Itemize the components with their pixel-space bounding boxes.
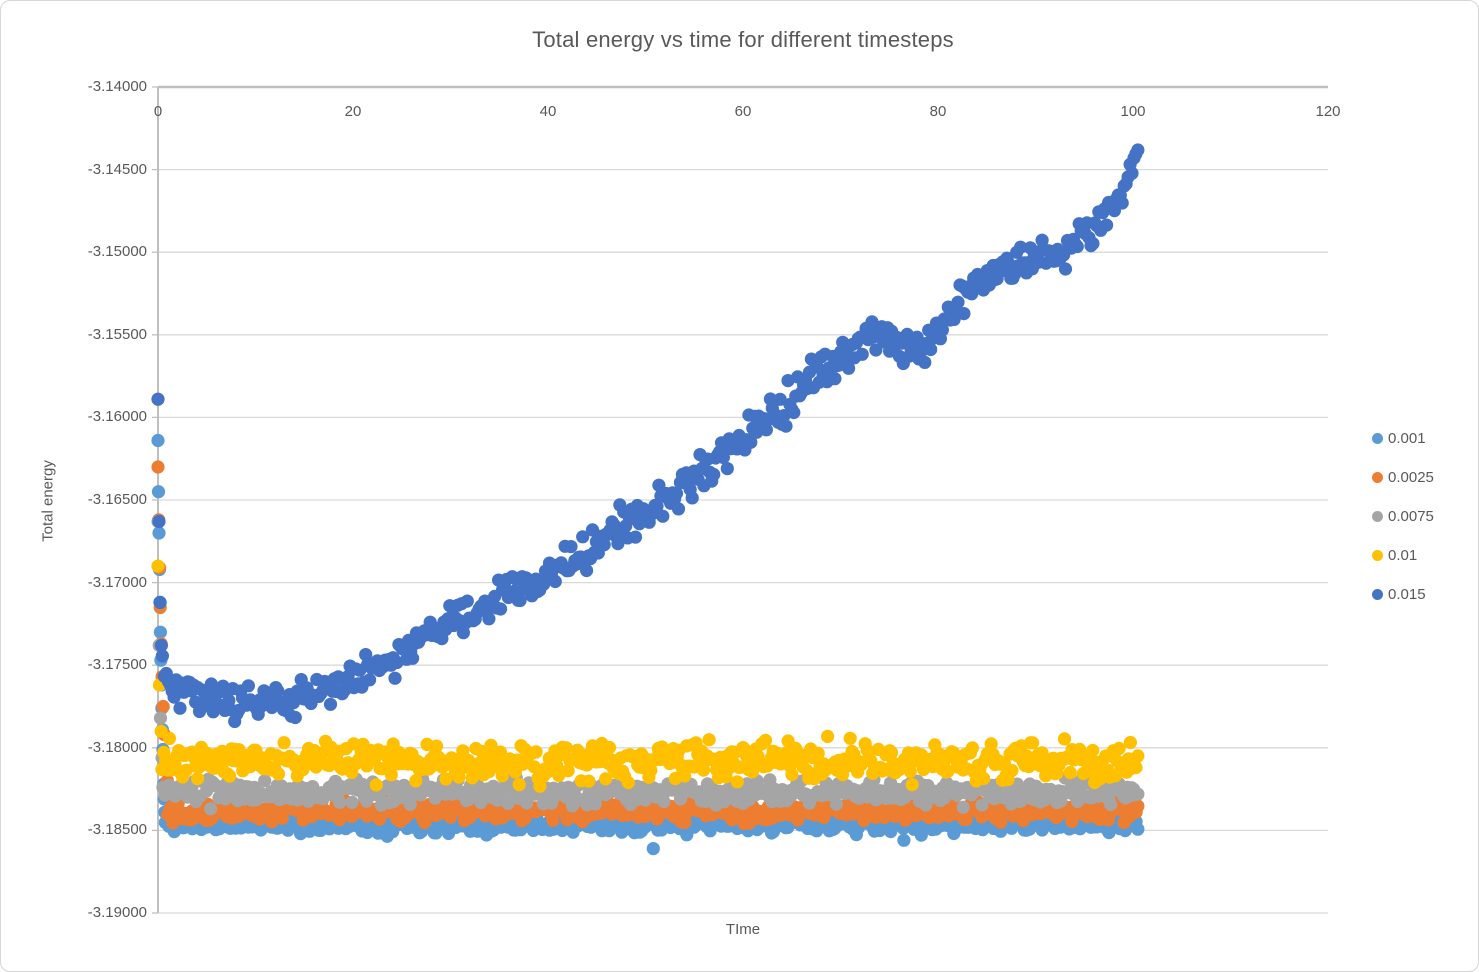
legend-marker-icon	[1372, 510, 1383, 522]
y-tick-label: -3.18000	[87, 738, 147, 756]
y-axis-title-text: Total energy	[39, 460, 57, 542]
y-tick-label: -3.14500	[87, 160, 147, 178]
y-tick-label: -3.15000	[87, 243, 147, 261]
x-axis-title: TIme	[725, 921, 761, 938]
x-tick-label: 60	[734, 103, 752, 120]
legend-label: 0.015	[1388, 585, 1426, 603]
x-tick-label: 120	[1315, 103, 1341, 120]
x-tick-label: 80	[929, 103, 947, 120]
x-tick-label: 100	[1120, 103, 1146, 120]
y-tick-label: -3.18500	[87, 821, 147, 839]
legend: 0.001 0.0025 0.0075 0.01 0.015	[1372, 424, 1434, 619]
series-0.0075-points	[151, 514, 1145, 816]
y-tick-label: -3.14000	[87, 78, 147, 95]
legend-label: 0.0025	[1388, 468, 1434, 486]
y-tick-label: -3.19000	[87, 904, 147, 921]
series-0.01-points	[151, 559, 1145, 793]
legend-marker-icon	[1372, 432, 1383, 444]
legend-item-0.0025: 0.0025	[1372, 463, 1434, 491]
legend-item-0.0075: 0.0075	[1372, 502, 1434, 530]
legend-marker-icon	[1372, 471, 1383, 483]
legend-label: 0.0075	[1388, 507, 1434, 525]
chart-title: Total energy vs time for different times…	[532, 27, 954, 52]
y-tick-label: -3.17000	[87, 573, 147, 591]
axis-lines	[157, 85, 1328, 913]
y-tick-label: -3.16500	[87, 491, 147, 508]
legend-label: 0.001	[1388, 429, 1426, 447]
y-tick-label: -3.16000	[87, 408, 147, 426]
y-tick-label: -3.17500	[87, 656, 147, 674]
legend-marker-icon	[1372, 549, 1383, 561]
y-tick-label: -3.15500	[87, 325, 147, 343]
legend-item-0.001: 0.001	[1372, 424, 1434, 452]
legend-item-0.015: 0.015	[1372, 580, 1434, 608]
legend-label: 0.01	[1388, 546, 1418, 564]
x-tick-label: 40	[539, 103, 557, 120]
legend-marker-icon	[1372, 588, 1383, 600]
x-tick-label: 0	[153, 103, 163, 120]
x-tick-label: 20	[344, 103, 362, 120]
series-0.015-points	[151, 143, 1145, 729]
legend-item-0.01: 0.01	[1372, 541, 1434, 569]
